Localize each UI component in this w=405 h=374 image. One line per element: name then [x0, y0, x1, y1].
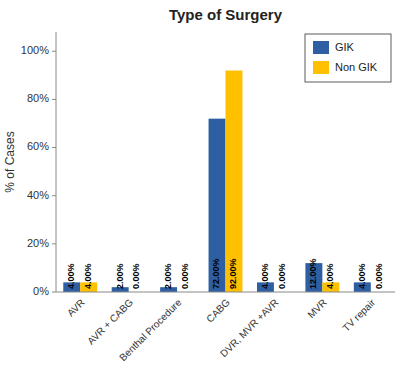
data-label: 92.00% — [228, 258, 238, 289]
x-tick-label: DVR, MVR +AVR — [218, 297, 280, 359]
data-label: 2.00% — [163, 263, 173, 289]
y-tick-label: 0% — [33, 285, 49, 297]
data-label: 72.00% — [211, 258, 221, 289]
data-label: 2.00% — [115, 263, 125, 289]
x-tick-label: AVR — [65, 297, 87, 319]
x-axis-line — [56, 292, 395, 293]
bars — [63, 71, 371, 292]
data-label: 4.00% — [83, 263, 93, 289]
y-tick-label: 60% — [27, 140, 49, 152]
y-tick — [52, 243, 56, 244]
legend-swatch — [313, 41, 329, 54]
y-tick — [52, 99, 56, 100]
data-label: 0.00% — [131, 263, 141, 289]
y-axis-line — [56, 32, 57, 292]
y-tick — [52, 292, 56, 293]
y-tick — [52, 147, 56, 148]
data-label: 4.00% — [66, 263, 76, 289]
y-tick — [52, 51, 56, 52]
data-label: 0.00% — [277, 263, 287, 289]
chart: Type of Surgery % of Cases 4.00% 2.00% 2.00%… — [0, 0, 405, 374]
y-tick-label: 20% — [27, 237, 49, 249]
title: Type of Surgery — [169, 6, 283, 23]
y-tick — [52, 195, 56, 196]
data-label: 0.00% — [374, 263, 384, 289]
y-tick-label: 100% — [21, 44, 49, 56]
data-label: 12.00% — [308, 258, 318, 289]
legend-box — [305, 34, 391, 82]
legend: GIK Non GIK — [305, 34, 391, 82]
x-tick-label: TV repair — [340, 296, 377, 333]
y-tick-label: 40% — [27, 189, 49, 201]
y-tick-label: 80% — [27, 92, 49, 104]
x-tick-label: MVR — [305, 297, 329, 321]
data-label: 4.00% — [325, 263, 335, 289]
bar — [226, 71, 243, 292]
legend-swatch — [313, 61, 329, 74]
data-label: 4.00% — [260, 263, 270, 289]
x-tick-label: AVR + CABG — [85, 297, 135, 347]
x-tick-label: Benthal Procedure — [117, 296, 184, 363]
data-label: 4.00% — [357, 263, 367, 289]
data-label: 0.00% — [180, 263, 190, 289]
x-tick-label: CABG — [204, 297, 232, 325]
legend-label: GIK — [335, 41, 355, 53]
y-axis-label: % of Cases — [3, 131, 17, 192]
legend-label: Non GIK — [335, 61, 378, 73]
bar — [209, 119, 226, 292]
